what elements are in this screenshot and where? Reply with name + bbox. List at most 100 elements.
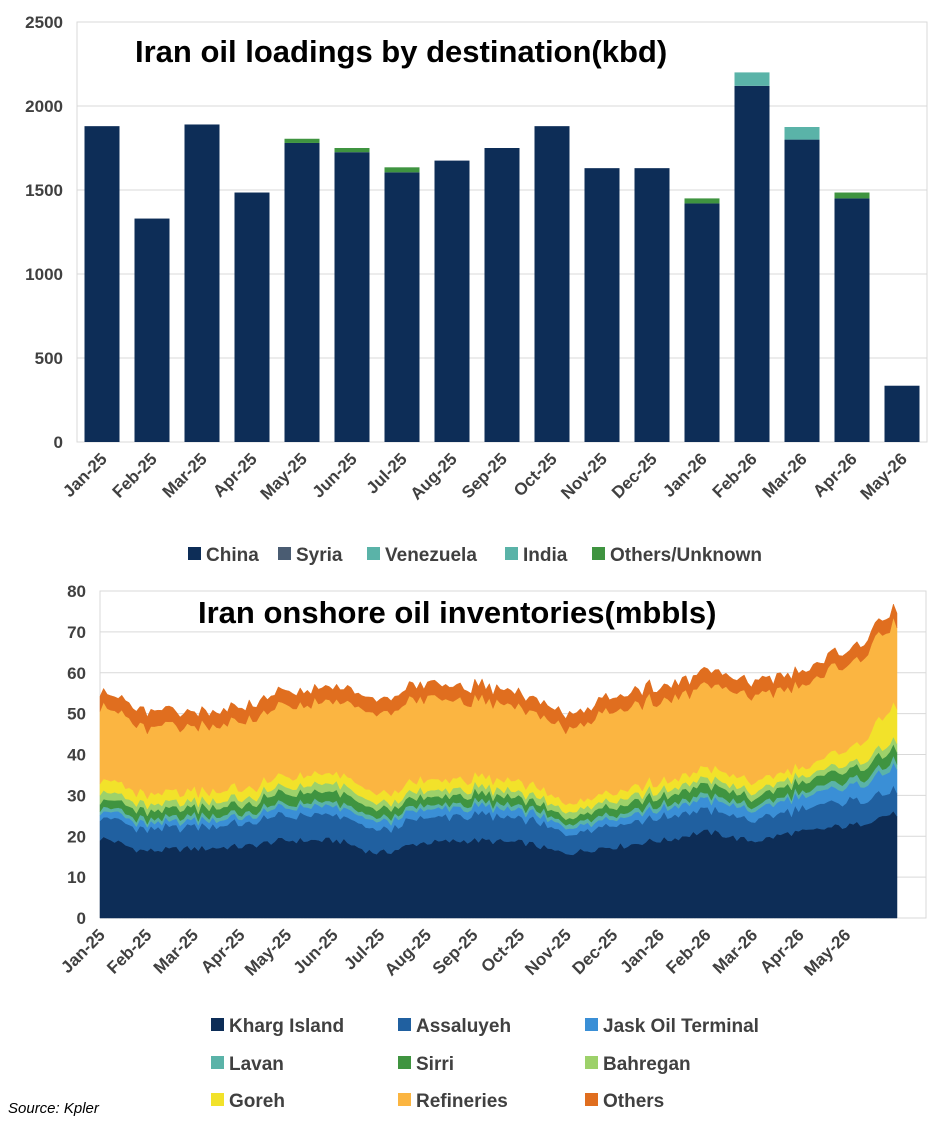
- inventories-x-tick-label: Nov-25: [521, 925, 575, 979]
- legend-swatch: [211, 1018, 224, 1031]
- loadings-x-tick-label: May-26: [857, 449, 911, 503]
- loadings-y-tick-label: 2500: [25, 13, 63, 32]
- legend-swatch: [398, 1056, 411, 1069]
- inventories-y-tick-label: 40: [67, 746, 86, 765]
- inventories-x-tick-label: Apr-26: [756, 925, 808, 977]
- legend-item-lavan: Lavan: [211, 1054, 284, 1075]
- legend-item-jask-oil-terminal: Jask Oil Terminal: [585, 1016, 759, 1037]
- loadings-x-tick-label: Jul-25: [363, 449, 411, 497]
- inventories-x-tick-label: Sep-25: [429, 925, 482, 978]
- bar-china-nov-25: [584, 168, 620, 442]
- bar-india-feb-26: [734, 72, 770, 86]
- bar-china-jan-25: [84, 126, 120, 442]
- inventories-x-tick-label: Feb-26: [662, 925, 714, 977]
- inventories-x-tick-label: Feb-25: [103, 925, 155, 977]
- inventories-y-tick-label: 10: [67, 868, 86, 887]
- legend-item-assaluyeh: Assaluyeh: [398, 1016, 511, 1037]
- bar-china-mar-26: [784, 139, 820, 442]
- loadings-x-tick-label: Apr-25: [209, 449, 261, 501]
- inventories-y-tick-label: 70: [67, 623, 86, 642]
- legend-swatch: [398, 1093, 411, 1106]
- legend-label: Sirri: [416, 1054, 454, 1075]
- bar-china-dec-25: [634, 168, 670, 442]
- bar-china-jan-26: [684, 203, 720, 442]
- bar-china-jun-25: [334, 152, 370, 442]
- inventories-x-tick-label: Apr-25: [197, 925, 249, 977]
- loadings-title: Iran oil loadings by destination(kbd): [135, 34, 667, 69]
- inventories-x-tick-label: May-26: [800, 925, 854, 979]
- loadings-x-tick-label: Jan-26: [659, 449, 711, 501]
- loadings-x-tick-label: Jun-25: [309, 449, 361, 501]
- legend-label: Others/Unknown: [610, 545, 762, 566]
- bar-china-sep-25: [484, 148, 520, 442]
- inventories-x-tick-label: Jun-25: [290, 925, 342, 977]
- loadings-x-tick-label: Feb-26: [709, 449, 761, 501]
- bar-india-mar-26: [784, 127, 820, 140]
- legend-swatch: [211, 1093, 224, 1106]
- legend-label: Kharg Island: [229, 1016, 344, 1037]
- legend-swatch: [398, 1018, 411, 1031]
- bar-china-oct-25: [534, 126, 570, 442]
- bar-china-may-26: [884, 385, 920, 442]
- legend-item-goreh: Goreh: [211, 1091, 285, 1112]
- bar-china-apr-26: [834, 198, 870, 442]
- legend-item-refineries: Refineries: [398, 1091, 508, 1112]
- bar-others-unknown-jul-25: [384, 167, 420, 173]
- legend-label: Assaluyeh: [416, 1016, 511, 1037]
- source-note: Source: Kpler: [8, 1100, 99, 1117]
- bar-others-unknown-may-25: [284, 138, 320, 143]
- inventories-y-tick-label: 60: [67, 664, 86, 683]
- inventories-y-tick-label: 80: [67, 582, 86, 601]
- loadings-y-tick-label: 1500: [25, 181, 63, 200]
- inventories-x-tick-label: Dec-25: [569, 925, 622, 978]
- bar-china-feb-25: [134, 218, 170, 442]
- inventories-y-tick-label: 0: [77, 909, 86, 928]
- legend-item-bahregan: Bahregan: [585, 1054, 691, 1075]
- loadings-y-tick-label: 500: [35, 349, 63, 368]
- legend-item-others-unknown: Others/Unknown: [592, 545, 762, 566]
- legend-item-others: Others: [585, 1091, 664, 1112]
- legend-swatch: [585, 1056, 598, 1069]
- legend-item-venezuela: Venezuela: [367, 545, 477, 566]
- legend-item-sirri: Sirri: [398, 1054, 454, 1075]
- bar-china-aug-25: [434, 160, 470, 442]
- loadings-x-tick-label: Mar-26: [759, 449, 811, 501]
- legend-swatch: [278, 547, 291, 560]
- legend-item-china: China: [188, 545, 259, 566]
- legend-label: Lavan: [229, 1054, 284, 1075]
- bar-china-feb-26: [734, 85, 770, 442]
- legend-label: Jask Oil Terminal: [603, 1016, 759, 1037]
- legend-swatch: [585, 1018, 598, 1031]
- legend-label: Goreh: [229, 1091, 285, 1112]
- inventories-x-tick-label: Oct-25: [477, 925, 528, 976]
- inventories-x-tick-label: Aug-25: [381, 925, 435, 979]
- loadings-x-tick-label: May-25: [257, 449, 311, 503]
- loadings-x-tick-label: Feb-25: [109, 449, 161, 501]
- legend-swatch: [505, 547, 518, 560]
- legend-swatch: [592, 547, 605, 560]
- bar-china-jul-25: [384, 172, 420, 443]
- legend-swatch: [367, 547, 380, 560]
- loadings-x-tick-label: Oct-25: [510, 449, 561, 500]
- loadings-x-tick-label: Aug-25: [407, 449, 461, 503]
- legend-swatch: [585, 1093, 598, 1106]
- loadings-x-tick-label: Sep-25: [458, 449, 511, 502]
- inventories-x-tick-label: Mar-25: [150, 925, 202, 977]
- loadings-x-tick-label: Jan-25: [59, 449, 111, 501]
- legend-label: Bahregan: [603, 1054, 691, 1075]
- bar-others-unknown-jun-25: [334, 148, 370, 153]
- bar-china-apr-25: [234, 192, 270, 442]
- bar-china-may-25: [284, 142, 320, 442]
- bar-china-mar-25: [184, 124, 220, 442]
- inventories-x-tick-label: Jan-26: [616, 925, 668, 977]
- loadings-y-tick-label: 1000: [25, 265, 63, 284]
- legend-label: China: [206, 545, 259, 566]
- inventories-x-tick-label: May-25: [241, 925, 295, 979]
- inventories-x-tick-label: Mar-26: [709, 925, 761, 977]
- area-others: [99, 603, 898, 735]
- loadings-x-tick-label: Mar-25: [159, 449, 211, 501]
- inventories-y-tick-label: 20: [67, 827, 86, 846]
- loadings-y-tick-label: 2000: [25, 97, 63, 116]
